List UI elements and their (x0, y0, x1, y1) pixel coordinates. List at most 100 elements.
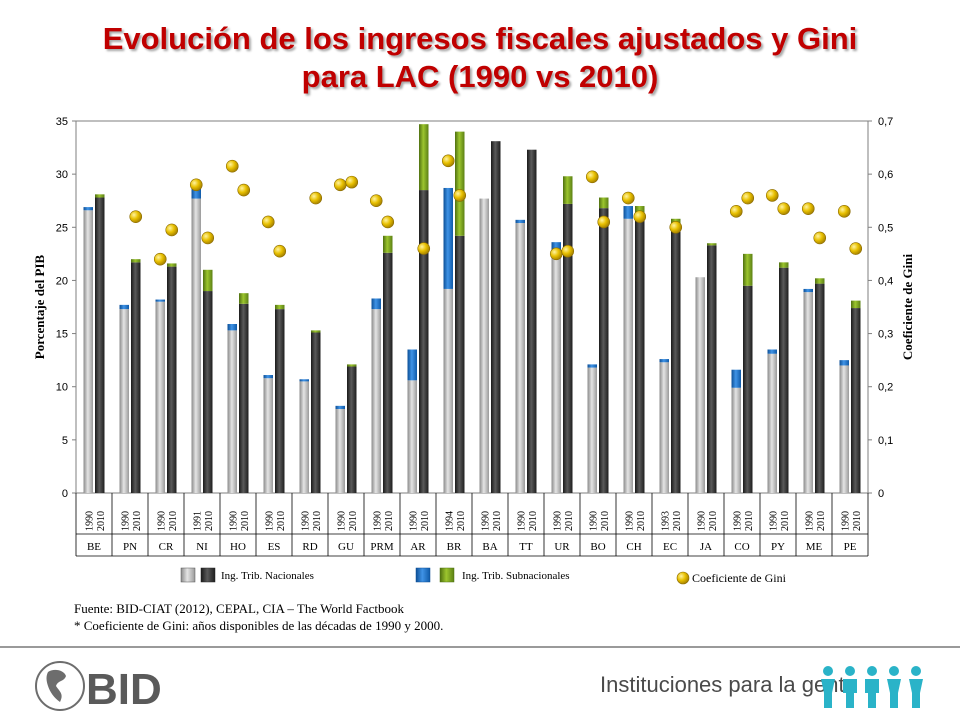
bar-ajuste-AR-2010 (419, 124, 429, 191)
year-label: 1990 (768, 511, 779, 531)
gini-point-PE-1990 (837, 205, 851, 218)
bar-ajuste-PN-2010 (131, 259, 141, 263)
year-label: 2010 (816, 511, 827, 531)
year-label: 2010 (384, 511, 395, 531)
gini-point-PY-2010 (777, 202, 791, 215)
gini-point-EC-2010 (669, 220, 683, 234)
axes-layer: 0 5 10 15 20 25 30 35 0 0,1 0,2 0,3 0,4 0,5 0,6 0,7 Porc… (32, 116, 915, 557)
year-label: 2010 (276, 511, 287, 531)
gini-point-CO-2010 (741, 191, 755, 205)
year-label: 1990 (300, 511, 311, 531)
gini-point-UR-2010 (561, 244, 575, 258)
year-label: 1990 (516, 511, 527, 531)
footer-divider (0, 646, 960, 648)
bar-ajuste-GU-2010 (347, 364, 357, 367)
bar-ajuste-ES-2010 (275, 304, 285, 310)
year-label: 1991 (192, 511, 203, 531)
bar-ajuste-NI-2010 (203, 269, 213, 292)
gini-point-AR-2010 (417, 242, 431, 255)
gini-point-PE-2010 (849, 242, 863, 255)
chart-svg: 0 5 10 15 20 25 30 35 0 0,1 0,2 0,3 0,4 0,5 0,6 0,7 Porc… (32, 116, 915, 585)
y2-tick-label: 0,6 (878, 169, 893, 181)
year-label: 2010 (564, 511, 575, 531)
gini-point-CH-2010 (633, 210, 647, 223)
gini-point-UR-1990 (549, 247, 563, 261)
y-tick-label: 5 (62, 435, 68, 447)
bar-nacional-BA-2010 (491, 141, 501, 494)
bar-subnacional-GU-1990 (335, 405, 345, 410)
bar-subnacional-NI-1991 (191, 187, 201, 199)
gini-point-PY-1990 (765, 189, 779, 202)
country-label: CR (159, 541, 174, 553)
globe-icon (35, 661, 85, 711)
chart-title-line-1: Evolución de los ingresos fiscales ajust… (102, 21, 858, 56)
country-label: CO (734, 541, 749, 553)
source-note: Fuente: BID-CIAT (2012), CEPAL, CIA – Th… (74, 600, 443, 634)
year-label: 1990 (264, 511, 275, 531)
bar-subnacional-CO-1990 (731, 369, 741, 388)
year-label: 1990 (624, 511, 635, 531)
tagline: Instituciones para la gente (600, 672, 857, 697)
bar-subnacional-TT-1990 (515, 219, 525, 224)
bar-subnacional-AR-1990 (407, 349, 417, 381)
bar-nacional-NI-1991 (191, 198, 201, 494)
y-tick-label: 15 (56, 329, 68, 341)
year-label: 1990 (156, 511, 167, 531)
bar-ajuste-EC-2010 (671, 218, 681, 224)
bar-nacional-PY-2010 (779, 267, 789, 493)
gini-point-CR-1990 (153, 252, 167, 266)
gini-point-RD-2010 (309, 191, 323, 205)
bar-nacional-PE-2010 (851, 308, 861, 493)
bar-nacional-ES-2010 (275, 309, 285, 493)
y-tick-label: 10 (56, 382, 68, 394)
year-label: 1993 (660, 511, 671, 531)
year-label: 2010 (348, 511, 359, 531)
bar-nacional-CH-1990 (623, 218, 633, 494)
bar-nacional-BR-1994 (443, 288, 453, 493)
gini-point-PRM-1990 (369, 194, 383, 208)
year-label: 1990 (336, 511, 347, 531)
bar-nacional-CR-1990 (155, 301, 165, 493)
gini-point-ME-2010 (813, 231, 827, 245)
bar-ajuste-CH-2010 (635, 206, 645, 215)
y2-tick-label: 0,4 (878, 275, 893, 287)
bar-nacional-EC-2010 (671, 223, 681, 493)
year-label: 1990 (588, 511, 599, 531)
year-label: 1990 (696, 511, 707, 531)
country-label: CH (626, 541, 641, 553)
bar-nacional-HO-1990 (227, 330, 237, 493)
globe-continent-icon (46, 669, 66, 702)
y2-tick-label: 0,2 (878, 382, 893, 394)
bar-nacional-UR-1990 (551, 252, 561, 493)
bar-nacional-ES-1990 (263, 378, 273, 493)
country-label: NI (196, 541, 208, 553)
country-label: BA (482, 541, 497, 553)
bar-ajuste-PRM-2010 (383, 235, 393, 253)
year-label: 2010 (240, 511, 251, 531)
year-label: 2010 (852, 511, 863, 531)
chart-title-line-2: para LAC (1990 vs 2010) (301, 59, 659, 94)
bar-nacional-PN-2010 (131, 262, 141, 493)
year-label: 1990 (84, 511, 95, 531)
bar-nacional-ME-2010 (815, 283, 825, 493)
y2-tick-label: 0,1 (878, 435, 893, 447)
bar-nacional-GU-1990 (335, 409, 345, 493)
bar-nacional-GU-2010 (347, 366, 357, 493)
bar-nacional-JA-2010 (707, 245, 717, 493)
bar-nacional-RD-2010 (311, 332, 321, 493)
year-label: 1990 (840, 511, 851, 531)
year-label: 1990 (804, 511, 815, 531)
gini-point-CH-1990 (621, 191, 635, 205)
bar-ajuste-ME-2010 (815, 278, 825, 284)
year-label: 2010 (600, 511, 611, 531)
y2-tick-label: 0 (878, 488, 884, 500)
country-label: JA (700, 541, 712, 553)
country-label: BR (447, 541, 462, 553)
bar-nacional-TT-2010 (527, 149, 537, 493)
bar-subnacional-PY-1990 (767, 349, 777, 354)
gini-point-BO-1990 (585, 170, 599, 184)
gini-point-GU-1990 (333, 178, 347, 192)
country-label: EC (663, 541, 677, 553)
bar-nacional-PRM-1990 (371, 309, 381, 493)
bar-ajuste-UR-2010 (563, 176, 573, 204)
